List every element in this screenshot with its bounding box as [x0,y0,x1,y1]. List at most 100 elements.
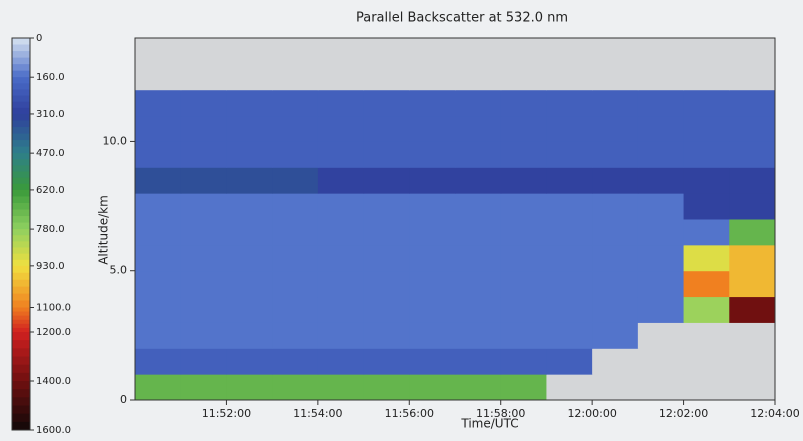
colorbar-segment [12,266,30,273]
heatmap-cell [318,297,364,323]
colorbar-segment [12,196,30,203]
no-data-cell [135,64,181,90]
colorbar-segment [12,254,30,261]
colorbar-segment [12,45,30,52]
no-data-cell [181,64,227,90]
colorbar-segment [12,294,30,301]
heatmap-cell [592,90,638,116]
colorbar-segment [12,316,30,321]
heatmap-cell [226,141,272,167]
heatmap-cell [181,348,227,374]
heatmap-cell [455,141,501,167]
heatmap-cell [181,141,227,167]
colorbar-segment [12,102,30,109]
heatmap-cell [546,271,592,297]
heatmap-cell [272,116,318,142]
x-tick-label: 11:56:00 [385,407,434,420]
colorbar-segment [12,108,30,115]
colorbar-segment [12,324,30,329]
heatmap-cell [546,219,592,245]
heatmap-cell [638,271,684,297]
colorbar-tick-label: 310.0 [36,109,65,120]
heatmap-cell [181,322,227,348]
heatmap-cell [409,193,455,219]
colorbar-segment [12,134,30,141]
heatmap-cell [409,297,455,323]
heatmap-cell [272,271,318,297]
heatmap-cell [729,219,775,245]
heatmap-cell [135,374,181,400]
colorbar-segment [12,357,30,366]
heatmap-cell [729,141,775,167]
colorbar-segment [12,301,30,308]
heatmap-cell [592,193,638,219]
heatmap-cell [501,297,547,323]
no-data-cell [638,322,684,348]
heatmap-cell [546,348,592,374]
heatmap-cell [546,116,592,142]
heatmap-cell [364,297,410,323]
colorbar-segment [12,320,30,325]
y-axis-label: Altitude/km [97,195,111,265]
heatmap-cell [272,348,318,374]
y-tick-label: 0 [120,393,127,406]
heatmap-cell [226,193,272,219]
heatmap-cell [364,141,410,167]
heatmap-cell [272,193,318,219]
heatmap-cell [455,219,501,245]
colorbar-segment [12,172,30,179]
heatmap-cell [501,90,547,116]
colorbar-segment [12,308,30,313]
heatmap-cell [638,193,684,219]
heatmap-cell [135,271,181,297]
heatmap-cell [226,297,272,323]
colorbar-segment [12,235,30,242]
colorbar-segment [12,114,30,121]
heatmap-cell [546,193,592,219]
heatmap-cell [455,322,501,348]
heatmap-cell [409,167,455,193]
colorbar-segment [12,64,30,71]
heatmap-cell [409,245,455,271]
colorbar-segment [12,328,30,333]
colorbar-segment [12,203,30,210]
colorbar-segment [12,422,30,431]
heatmap-cell [181,167,227,193]
heatmap-cell [226,245,272,271]
heatmap-cell [226,374,272,400]
heatmap-cell [409,90,455,116]
heatmap-cell [318,193,364,219]
no-data-cell [684,64,730,90]
colorbar-tick-label: 930.0 [36,261,65,272]
heatmap-cell [409,348,455,374]
y-tick-label: 5.0 [110,264,128,277]
no-data-cell [364,38,410,64]
heatmap-cell [364,116,410,142]
colorbar-segment [12,184,30,191]
colorbar-segment [12,96,30,103]
colorbar-segment [12,365,30,374]
heatmap-cell [135,245,181,271]
heatmap-cell [226,90,272,116]
no-data-cell [638,348,684,374]
heatmap-cell [501,374,547,400]
heatmap-cell [181,90,227,116]
heatmap-cell [546,90,592,116]
heatmap-cell [501,219,547,245]
colorbar-segment [12,287,30,294]
colorbar-segment [12,223,30,230]
no-data-cell [135,38,181,64]
heatmap-cell [592,322,638,348]
heatmap-cell [135,219,181,245]
heatmap-cell [546,322,592,348]
heatmap-cell [455,348,501,374]
heatmap-cell [684,193,730,219]
no-data-cell [592,64,638,90]
heatmap-cell [501,193,547,219]
no-data-cell [546,38,592,64]
heatmap-cell [318,219,364,245]
heatmap-cell [592,245,638,271]
y-tick-label: 10.0 [103,134,128,147]
no-data-cell [226,64,272,90]
no-data-cell [638,64,684,90]
